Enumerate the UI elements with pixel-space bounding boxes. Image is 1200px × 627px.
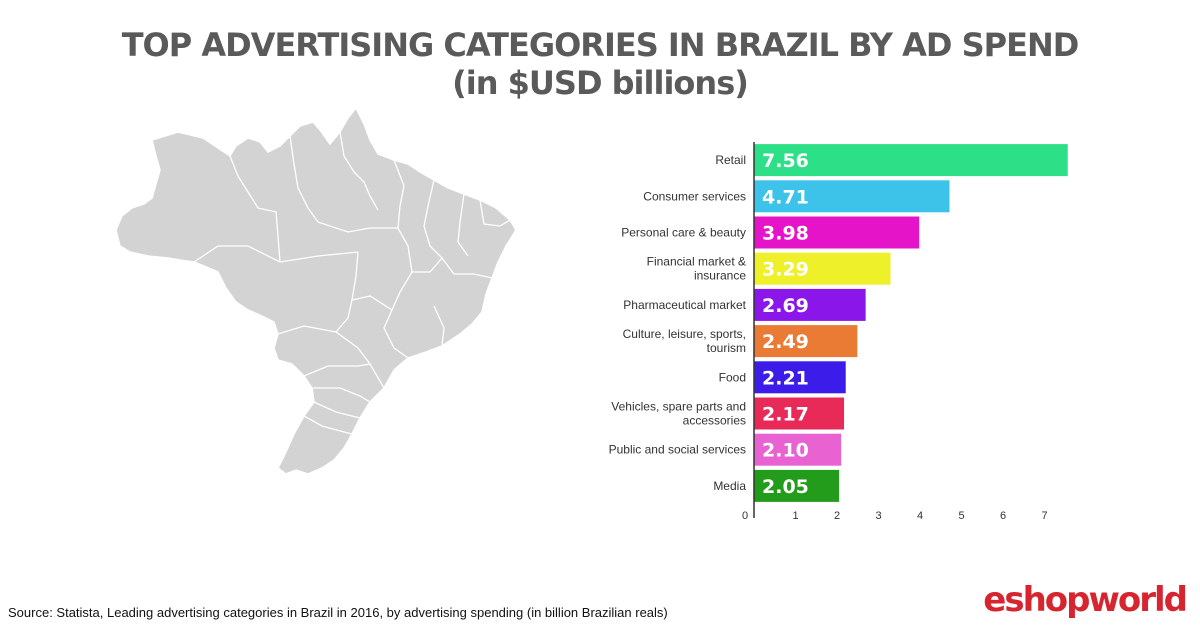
chart-subtitle: (in $USD billions)	[452, 64, 749, 102]
category-label-7: Food	[719, 370, 746, 384]
bar-10	[754, 469, 840, 502]
x-tick-label-2: 2	[834, 510, 840, 522]
bar-value-label-6: 2.49	[762, 331, 809, 353]
bar-5	[754, 288, 866, 321]
bar-6	[754, 325, 858, 358]
x-tick-label-4: 4	[917, 510, 923, 522]
bar-8	[754, 397, 845, 430]
category-label-3: Personal care & beauty	[621, 226, 746, 240]
value-labels: 7.56 4.71 3.98 3.29 2.69 2.49 2.21 2.17 2.10 2.05	[762, 150, 809, 498]
logo-text-suffix: rld	[1139, 580, 1188, 620]
bar-1	[754, 144, 1068, 177]
source-note: Source: Statista, Leading advertising ca…	[8, 605, 668, 620]
x-tick-label-7: 7	[1041, 510, 1047, 522]
logo-text-prefix: eshopw	[983, 580, 1120, 620]
chart-title: TOP ADVERTISING CATEGORIES IN BRAZIL BY …	[121, 26, 1080, 64]
bar-9	[754, 433, 842, 466]
brazil-map-shape	[115, 106, 517, 475]
category-label-1: Retail	[715, 153, 746, 167]
bar-value-label-7: 2.21	[762, 367, 809, 389]
category-label-9: Public and social services	[609, 443, 746, 457]
bar-value-label-10: 2.05	[762, 476, 809, 498]
globe-o-icon: o	[1117, 580, 1141, 620]
bar-value-label-4: 3.29	[762, 259, 809, 281]
state-borders	[193, 131, 511, 435]
bar-value-label-2: 4.71	[762, 186, 809, 208]
category-labels: Retail Consumer services Personal care & b…	[609, 153, 747, 493]
eshopworld-logo: eshopworld	[983, 580, 1188, 620]
bar-7	[754, 361, 846, 394]
x-tick-label-5: 5	[958, 510, 964, 522]
bar-4	[754, 252, 891, 285]
x-tick-label-0: 0	[742, 510, 748, 522]
category-label-5: Pharmaceutical market	[623, 298, 746, 312]
bars-layer	[754, 144, 1068, 502]
category-label-8: Vehicles, spare parts and accessories	[611, 400, 746, 428]
category-label-4: Financial market & insurance	[647, 255, 747, 283]
bar-2	[754, 180, 950, 213]
x-tick-label-1: 1	[792, 510, 798, 522]
category-label-10: Media	[713, 479, 746, 493]
bar-value-label-1: 7.56	[762, 150, 809, 172]
x-tick-label-3: 3	[875, 510, 881, 522]
bar-value-label-3: 3.98	[762, 223, 809, 245]
category-label-2: Consumer services	[643, 189, 746, 203]
bar-value-label-5: 2.69	[762, 295, 809, 317]
category-label-6: Culture, leisure, sports, tourism	[623, 327, 746, 355]
x-axis-ticks: 0 1 2 3 4 5 6 7	[742, 510, 1048, 522]
x-tick-label-6: 6	[1000, 510, 1006, 522]
bar-value-label-9: 2.10	[762, 440, 809, 462]
bar-value-label-8: 2.17	[762, 404, 809, 426]
brazil-map	[108, 96, 528, 496]
bar-3	[754, 216, 920, 249]
